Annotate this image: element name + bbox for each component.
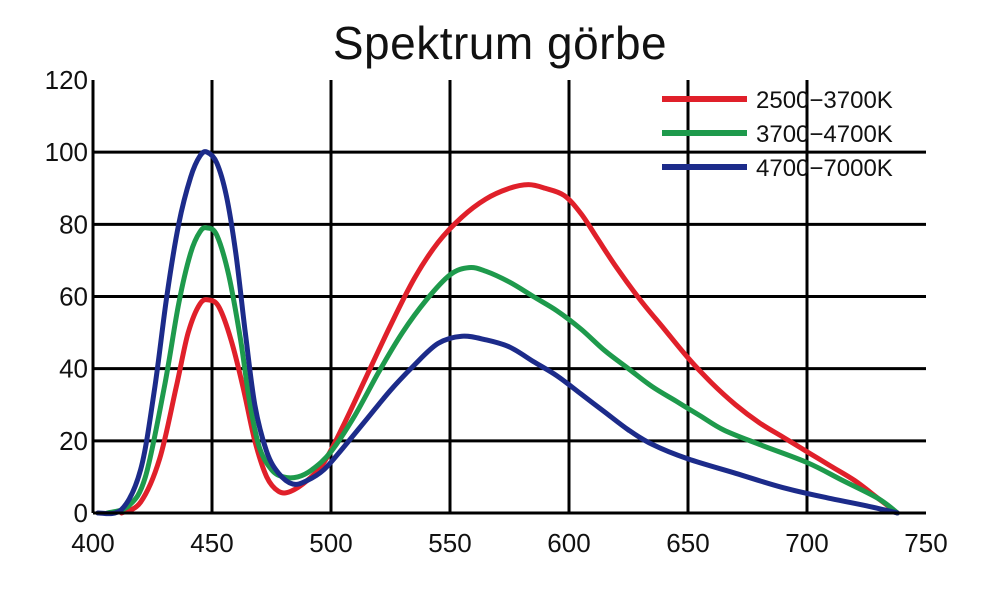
chart-title: Spektrum görbe [332,17,668,69]
x-tick-label-400: 400 [71,528,114,558]
y-tick-label-20: 20 [59,426,88,456]
legend-label-2: 3700−4700K [756,121,893,148]
y-tick-label-0: 0 [74,498,88,528]
x-tick-label-650: 650 [666,528,709,558]
x-tick-label-600: 600 [547,528,590,558]
y-tick-label-60: 60 [59,282,88,312]
y-tick-label-100: 100 [45,137,88,167]
series-lines [95,149,900,517]
legend-label-1: 2500−3700K [756,87,893,114]
x-tick-label-700: 700 [785,528,828,558]
x-tick-label-750: 750 [904,528,947,558]
series-line-1 [119,182,900,516]
x-axis-ticks: 400 450 500 550 600 650 700 750 [71,528,947,558]
y-axis-ticks: 0 20 40 60 80 100 120 [45,65,88,528]
x-tick-label-500: 500 [309,528,352,558]
y-tick-label-40: 40 [59,354,88,384]
y-tick-label-80: 80 [59,209,88,239]
x-tick-label-550: 550 [428,528,471,558]
legend: 2500−3700K 3700−4700K 4700−7000K [662,87,893,182]
series-line-3 [95,149,900,517]
x-tick-label-450: 450 [190,528,233,558]
series-line-2 [104,225,900,516]
plot-frame [91,80,926,515]
legend-label-3: 4700−7000K [756,155,893,182]
y-tick-label-120: 120 [45,65,88,95]
